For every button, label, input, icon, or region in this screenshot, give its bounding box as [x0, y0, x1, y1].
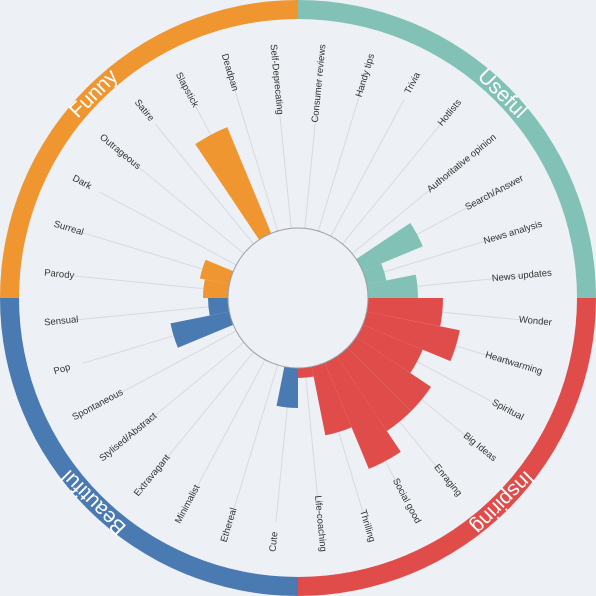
- bar-slapstick: [195, 127, 272, 240]
- bars: [170, 127, 460, 469]
- grid-spoke: [74, 275, 229, 292]
- category-label-cute: Cute: [268, 531, 281, 552]
- bar-wonder: [366, 298, 443, 327]
- bar-news-updates: [366, 274, 418, 298]
- group-label-inspiring: Inspiring: [466, 466, 538, 538]
- grid-spoke: [232, 364, 279, 514]
- bar-spiritual: [356, 324, 423, 374]
- ring-segment-useful: [298, 0, 596, 298]
- bar-surreal: [199, 259, 234, 285]
- grid-spoke: [364, 232, 514, 279]
- grid-spoke: [275, 74, 292, 229]
- grid-spoke: [74, 304, 229, 321]
- category-label-wonder: Wonder: [518, 314, 552, 328]
- category-label-outrageous: Outrageous: [97, 132, 143, 172]
- category-label-minimalist: Minimalist: [173, 483, 203, 526]
- grid-spoke: [191, 359, 266, 497]
- bar-big-ideas: [347, 336, 432, 412]
- category-label-handy-tips: Handy tips: [354, 52, 378, 98]
- category-label-news-updates: News updates: [491, 268, 552, 285]
- category-label-spontaneous: Spontaneous: [71, 387, 126, 423]
- category-label-surreal: Surreal: [52, 219, 84, 238]
- bar-social-good: [324, 356, 401, 469]
- bar-news-analysis: [362, 263, 387, 285]
- grid-spoke: [123, 342, 245, 442]
- grid-spoke: [317, 82, 364, 232]
- bar-search-answer: [356, 222, 423, 272]
- category-label-dark: Dark: [71, 173, 94, 192]
- category-label-enraging: Enraging: [431, 462, 464, 498]
- grid-spoke: [99, 330, 237, 405]
- category-label-search-answer: Search/Answer: [463, 173, 525, 213]
- category-label-life-coaching: Life-coaching: [312, 495, 328, 552]
- bar-pop: [170, 311, 234, 348]
- category-label-spiritual: Spiritual: [490, 397, 525, 423]
- category-labels: Consumer reviews Handy tips Trivia Hotlists…: [44, 43, 553, 552]
- bar-thrilling: [311, 362, 352, 436]
- category-label-deadpan: Deadpan: [219, 52, 241, 92]
- bar-parody: [203, 279, 230, 298]
- bar-heartwarming: [362, 311, 460, 362]
- grid-spoke: [123, 154, 245, 254]
- category-label-thrilling: Thrilling: [357, 509, 377, 544]
- ring-segment-beautiful: [0, 298, 298, 596]
- bar-enraging: [336, 347, 412, 432]
- category-label-pop: Pop: [52, 362, 71, 377]
- grid-spoke: [304, 74, 321, 229]
- grid-spoke: [342, 123, 442, 245]
- group-label-useful: Useful: [473, 65, 531, 123]
- group-labels: Useful Inspiring Beautiful Funny: [57, 65, 539, 540]
- category-label-ethereal: Ethereal: [219, 507, 240, 544]
- grid-spokes: [74, 74, 522, 522]
- inner-circle: [227, 227, 369, 369]
- category-label-big-ideas: Big Ideas: [461, 430, 499, 464]
- category-label-hotlists: Hotlists: [436, 97, 464, 128]
- group-label-funny: Funny: [65, 65, 123, 123]
- group-label-beautiful: Beautiful: [57, 465, 131, 539]
- ring-segment-funny: [0, 0, 298, 298]
- category-label-authoritative-opinion: Authoritative opinion: [425, 132, 499, 195]
- category-label-news-analysis: News analysis: [482, 219, 544, 247]
- grid-spoke: [99, 191, 237, 266]
- bar-sensual: [208, 298, 230, 316]
- category-label-heartwarming: Heartwarming: [484, 350, 544, 378]
- ring-segment-inspiring: [298, 298, 596, 596]
- category-label-consumer-reviews: Consumer reviews: [310, 43, 329, 123]
- grid-spoke: [154, 123, 254, 245]
- category-label-trivia: Trivia: [403, 70, 424, 96]
- category-label-self-deprecating: Self-Deprecating: [268, 44, 286, 116]
- category-label-parody: Parody: [44, 268, 75, 282]
- category-label-satire: Satire: [132, 97, 156, 123]
- category-label-slapstick: Slapstick: [173, 71, 201, 110]
- grid-spoke: [330, 99, 405, 237]
- category-label-sensual: Sensual: [44, 314, 79, 328]
- bar-life-coaching: [298, 366, 314, 378]
- grid-spoke: [232, 82, 279, 232]
- grid-spoke: [304, 367, 321, 522]
- category-label-stylised-abstract: Stylised/Abstract: [97, 410, 159, 464]
- category-label-social-good: Social good: [390, 477, 423, 526]
- grid-spoke: [351, 154, 473, 254]
- category-label-extravagant: Extravagant: [132, 452, 173, 498]
- grid-spoke: [154, 351, 254, 473]
- bar-cute: [276, 366, 298, 408]
